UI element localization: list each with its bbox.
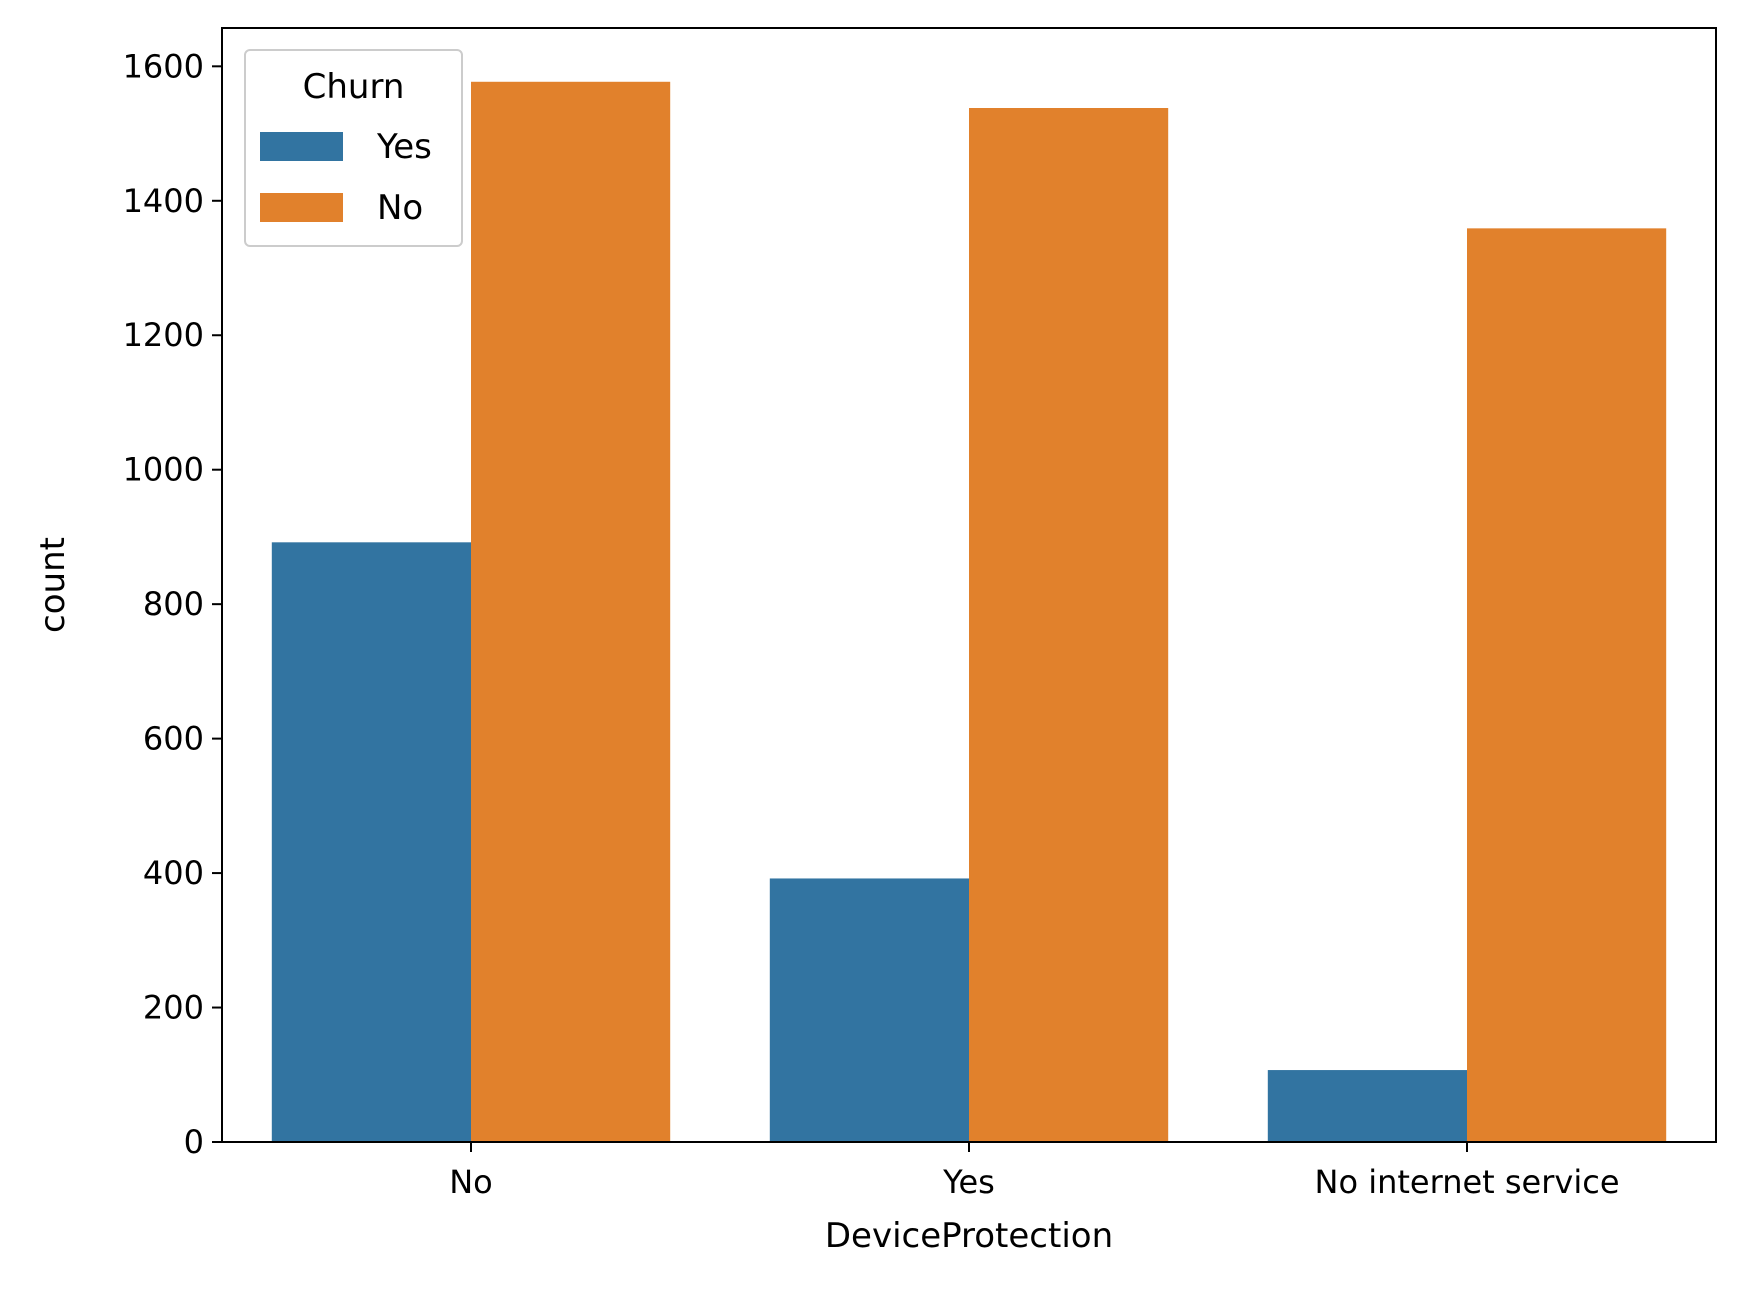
x-tick-label: Yes	[942, 1163, 995, 1201]
legend: Churn Yes No	[244, 49, 463, 247]
legend-title: Churn	[303, 67, 405, 107]
bar-no-internet-service-no	[1467, 228, 1667, 1143]
y-tick-label: 400	[143, 854, 204, 892]
bar-yes-no	[969, 108, 1169, 1142]
x-axis-ticks: No Yes No internet service	[449, 1142, 1620, 1201]
legend-swatch-yes	[260, 132, 343, 161]
y-tick-label: 1000	[123, 451, 204, 489]
bar-no-no	[471, 81, 671, 1142]
legend-label-yes: Yes	[376, 127, 432, 167]
bar-no-internet-service-yes	[1267, 1070, 1467, 1142]
bars-layer	[271, 81, 1667, 1143]
y-axis-ticks: 0 200 400 600 800 1000 1200 1400 1600	[123, 47, 222, 1161]
y-tick-label: 0	[184, 1123, 204, 1161]
x-axis-title: DeviceProtection	[825, 1216, 1113, 1256]
y-tick-label: 800	[143, 585, 204, 623]
y-tick-label: 1400	[123, 182, 204, 220]
y-axis-title: count	[33, 537, 73, 633]
y-tick-label: 600	[143, 720, 204, 758]
legend-label-no: No	[377, 188, 423, 228]
y-tick-label: 200	[143, 989, 204, 1027]
bar-yes-yes	[769, 878, 969, 1142]
y-tick-label: 1200	[123, 316, 204, 354]
bar-no-yes	[271, 542, 471, 1142]
plot-frame	[221, 27, 1717, 1143]
y-tick-label: 1600	[123, 47, 204, 85]
x-tick-label: No internet service	[1315, 1163, 1620, 1201]
legend-items: Yes No	[260, 127, 432, 228]
legend-swatch-no	[260, 193, 343, 222]
x-tick-label: No	[449, 1163, 493, 1201]
